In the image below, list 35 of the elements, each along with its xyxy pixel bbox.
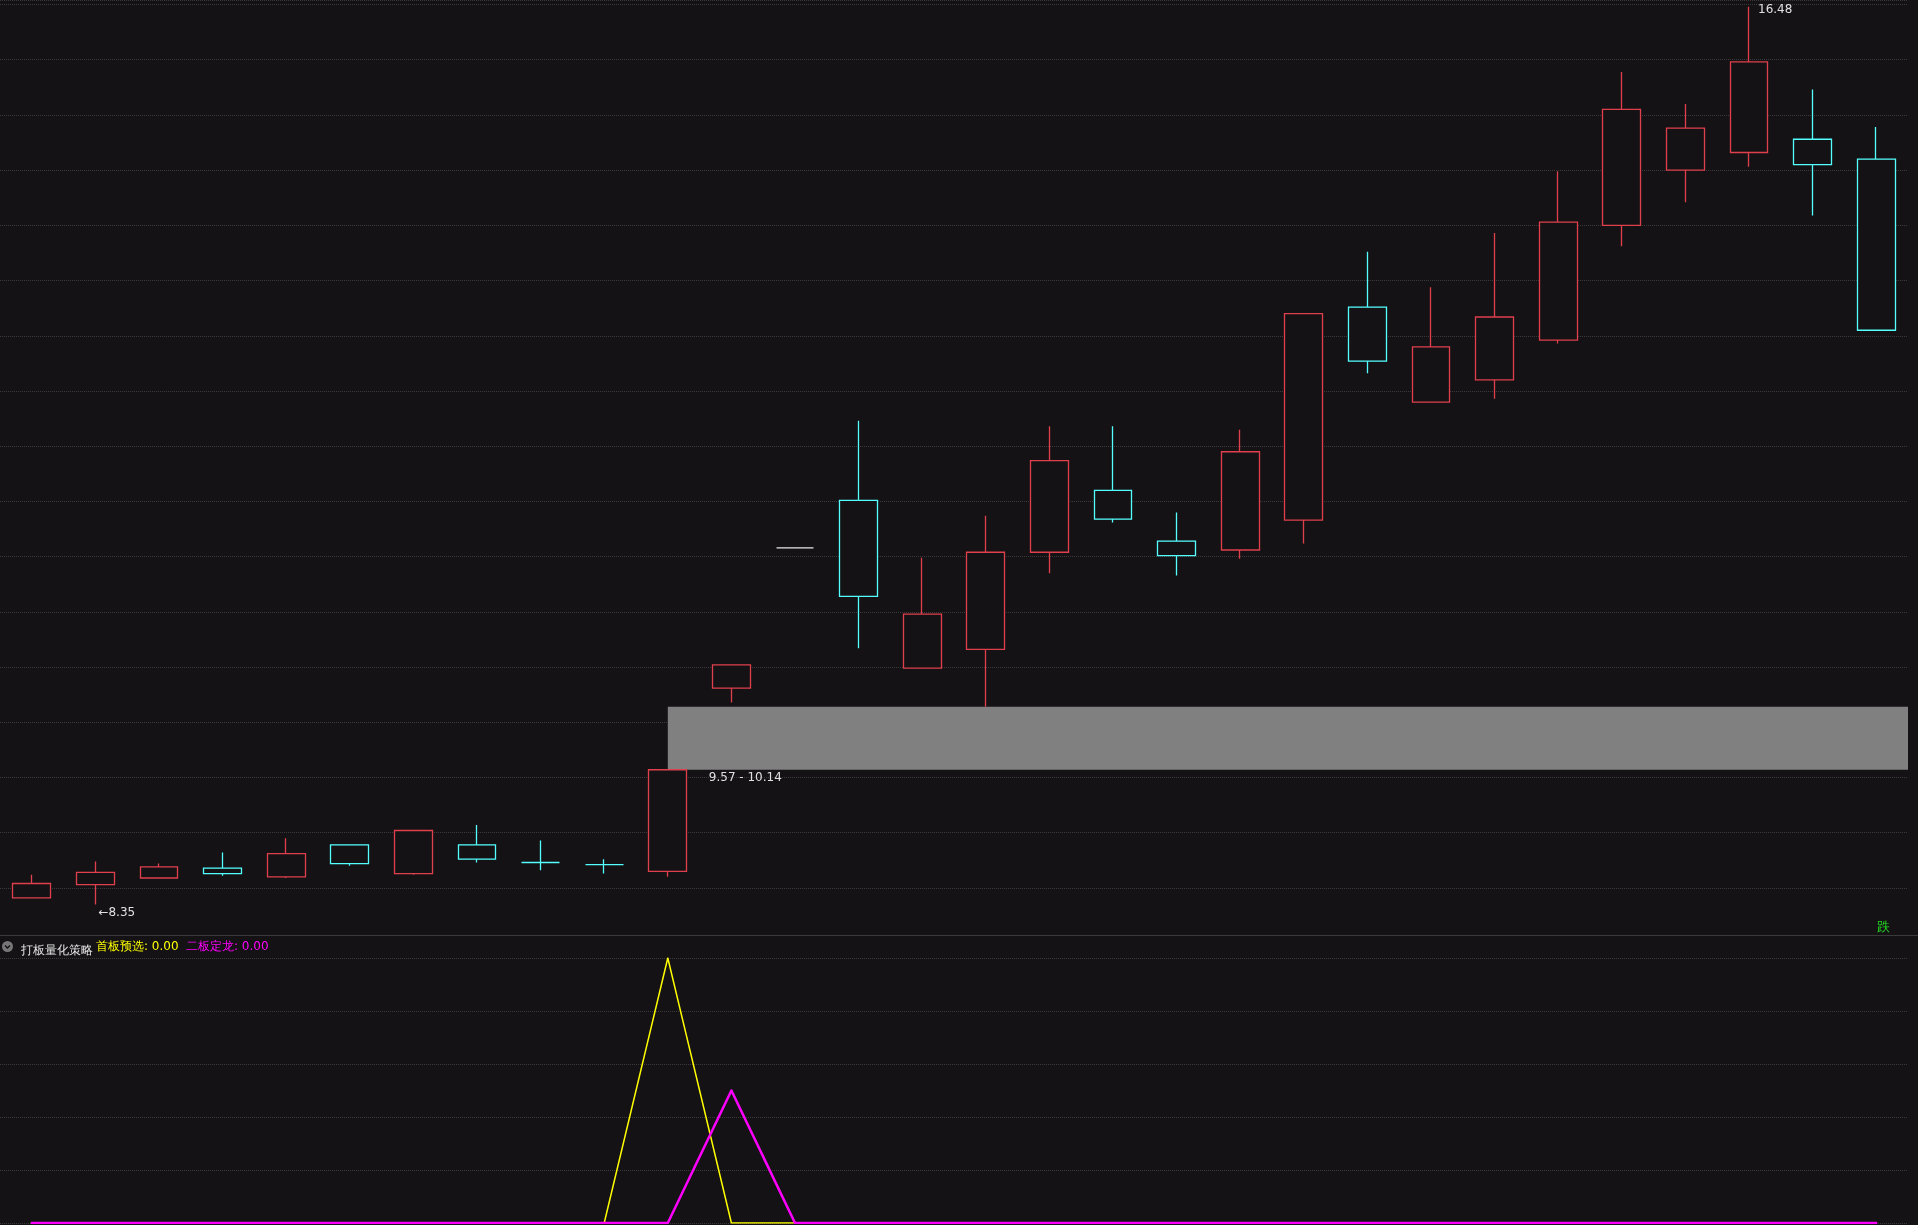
candlestick xyxy=(1665,103,1706,203)
candlestick xyxy=(139,862,179,879)
candlestick xyxy=(11,874,52,899)
candlestick xyxy=(1156,511,1197,577)
candlestick xyxy=(1856,126,1897,331)
candlestick xyxy=(1347,251,1388,374)
candlestick xyxy=(457,824,497,864)
candlestick xyxy=(838,420,879,649)
candlestick xyxy=(329,844,370,867)
candlestick xyxy=(1474,232,1515,400)
candlestick xyxy=(1538,170,1579,345)
chart-title: 打板量化策略 xyxy=(20,943,93,957)
candlestick xyxy=(1792,88,1833,217)
candlestick xyxy=(520,839,561,871)
annotation: 16.48 xyxy=(1758,1,1793,16)
text: ←8.35 xyxy=(98,905,136,920)
band-label: 9.57 - 10.14 xyxy=(708,769,782,784)
candlestick xyxy=(711,664,752,704)
candlestick xyxy=(75,860,116,906)
candlestick xyxy=(1220,429,1261,560)
candlestick xyxy=(584,858,625,875)
text: 首板预选: 0.00 xyxy=(96,939,179,953)
text: 二板定龙: 0.00 xyxy=(186,939,269,953)
candlestick xyxy=(902,557,943,669)
candlestick xyxy=(1601,71,1642,247)
candlestick xyxy=(647,769,688,878)
candlestick xyxy=(1029,425,1070,574)
candlestick xyxy=(202,851,243,877)
candlestick xyxy=(965,515,1006,708)
candlestick xyxy=(1093,425,1133,524)
candlestick xyxy=(266,837,307,879)
candlestick xyxy=(393,829,434,876)
candlestick xyxy=(1411,286,1451,403)
candlestick xyxy=(1283,313,1324,545)
text: 跌 xyxy=(1877,919,1890,934)
